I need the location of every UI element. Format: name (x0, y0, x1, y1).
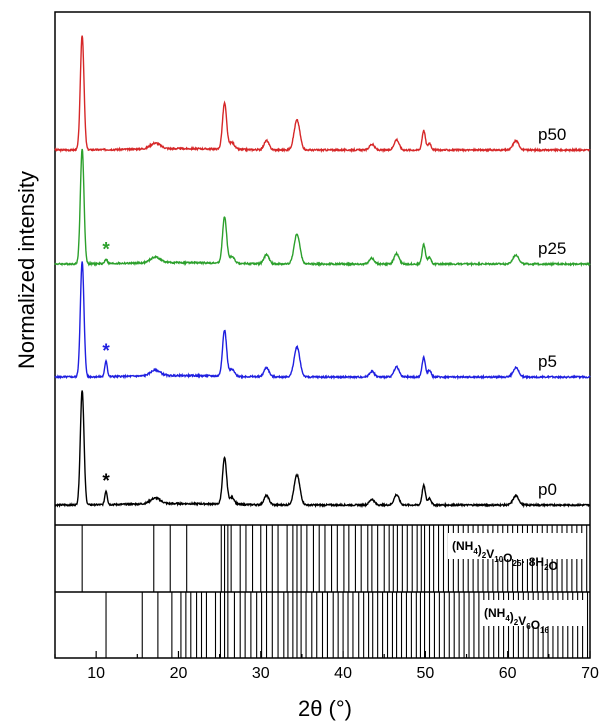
series-p25-line (54, 148, 591, 268)
x-tick-label: 30 (252, 665, 270, 682)
x-tick-label: 40 (334, 665, 352, 682)
y-axis-label: Normalized intensity (14, 171, 39, 369)
reference-label-bg (480, 600, 584, 626)
reference-label-bg (448, 533, 584, 559)
reference-label: (NH4)2V10O25· 8H2O (452, 539, 558, 573)
x-tick-label: 20 (170, 665, 188, 682)
x-tick-label: 50 (416, 665, 434, 682)
series-p25-impurity-marker: * (102, 239, 110, 260)
x-axis-label: 2θ (°) (298, 696, 352, 721)
x-tick-label: 60 (499, 665, 517, 682)
x-tick-label: 70 (581, 665, 599, 682)
reference-label: (NH4)2V6O16 (484, 606, 549, 635)
series-p5-impurity-marker: * (102, 341, 110, 362)
series-p25-label: p25 (538, 239, 566, 258)
series-p0-label: p0 (538, 480, 557, 499)
series-p50-line (54, 35, 591, 154)
series-p0-line (54, 390, 591, 509)
series-p5-label: p5 (538, 352, 557, 371)
x-tick-label: 10 (87, 665, 105, 682)
series-p5-line (54, 261, 591, 381)
series-p0-impurity-marker: * (102, 471, 110, 492)
series-p50-label: p50 (538, 125, 566, 144)
